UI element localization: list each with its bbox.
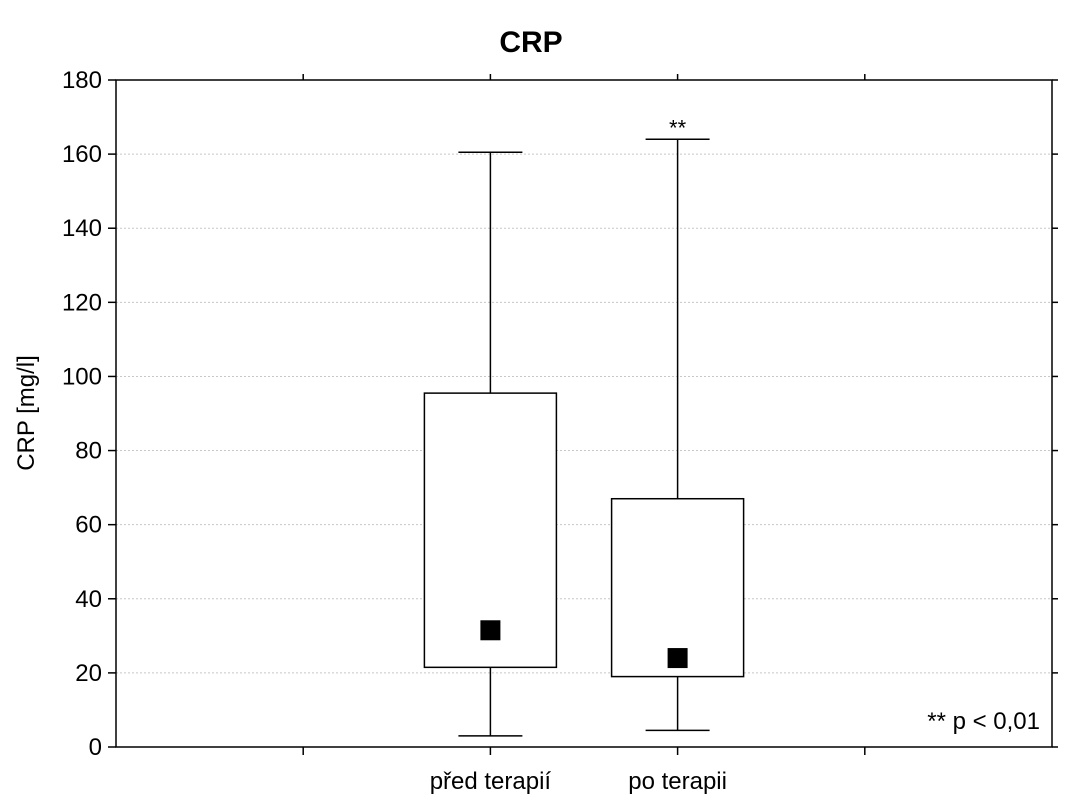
plot-frame: [115, 79, 1053, 748]
iqr-box: [610, 497, 745, 678]
median-marker: [667, 648, 688, 669]
y-tick-label: 180: [62, 67, 102, 94]
x-category-label: po terapii: [628, 768, 727, 795]
y-tick-label: 80: [75, 438, 102, 465]
y-tick-label: 100: [62, 363, 102, 390]
y-axis-label: CRP [mg/l]: [13, 355, 40, 471]
y-tick-label: 0: [89, 734, 102, 761]
significance-marker: **: [669, 115, 687, 140]
significance-note: ** p < 0,01: [927, 708, 1040, 735]
x-axis-ticks: před terapií po terapii: [302, 74, 866, 795]
y-tick-label: 160: [62, 141, 102, 168]
chart-title: CRP: [499, 26, 562, 59]
x-category-label: před terapií: [430, 768, 552, 795]
median-marker: [480, 620, 501, 641]
box-2: **: [610, 115, 745, 732]
y-axis-ticks: 0 20 40 60 80 100 120 140 160 180: [62, 67, 1058, 761]
box-1: [423, 151, 558, 737]
y-tick-label: 60: [75, 512, 102, 539]
y-tick-label: 140: [62, 215, 102, 242]
y-tick-label: 20: [75, 660, 102, 687]
y-tick-label: 120: [62, 289, 102, 316]
gridlines: [116, 153, 1052, 674]
boxes: **: [423, 115, 745, 737]
y-tick-label: 40: [75, 586, 102, 613]
